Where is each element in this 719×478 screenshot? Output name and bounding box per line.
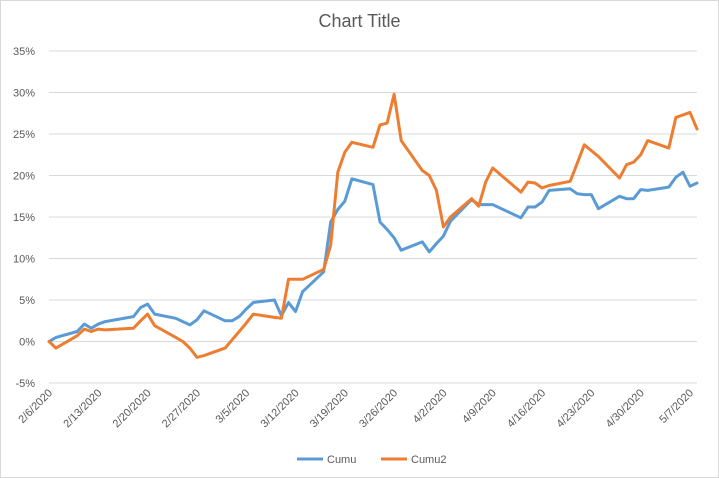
series-line-cumu bbox=[47, 170, 699, 343]
legend-label: Cumu2 bbox=[411, 454, 446, 466]
series-line-cumu2 bbox=[47, 92, 699, 359]
y-tick-label: 10% bbox=[13, 254, 35, 266]
y-tick-label: 25% bbox=[13, 129, 35, 141]
x-tick-label: 3/26/2020 bbox=[357, 387, 400, 430]
x-tick-label: 4/30/2020 bbox=[604, 387, 647, 430]
y-tick-label: 15% bbox=[13, 212, 35, 224]
y-tick-label: 20% bbox=[13, 171, 35, 183]
x-tick-label: 4/2/2020 bbox=[411, 387, 450, 426]
legend-label: Cumu bbox=[327, 454, 356, 466]
x-tick-label: 3/5/2020 bbox=[214, 387, 253, 426]
x-tick-label: 3/12/2020 bbox=[259, 387, 302, 430]
y-tick-label: -5% bbox=[15, 378, 35, 390]
x-tick-label: 5/7/2020 bbox=[657, 387, 696, 426]
x-tick-label: 3/19/2020 bbox=[308, 387, 351, 430]
y-tick-label: 5% bbox=[19, 295, 35, 307]
y-tick-label: 30% bbox=[13, 88, 35, 100]
x-tick-label: 2/20/2020 bbox=[111, 387, 154, 430]
x-tick-label: 4/9/2020 bbox=[460, 387, 499, 426]
x-tick-label: 4/23/2020 bbox=[554, 387, 597, 430]
y-tick-label: 0% bbox=[19, 337, 35, 349]
x-tick-label: 2/6/2020 bbox=[16, 387, 55, 426]
chart-title: Chart Title bbox=[318, 11, 401, 31]
x-tick-label: 4/16/2020 bbox=[505, 387, 548, 430]
x-tick-label: 2/27/2020 bbox=[160, 387, 203, 430]
x-tick-label: 2/13/2020 bbox=[61, 387, 104, 430]
y-tick-label: 35% bbox=[13, 46, 35, 58]
